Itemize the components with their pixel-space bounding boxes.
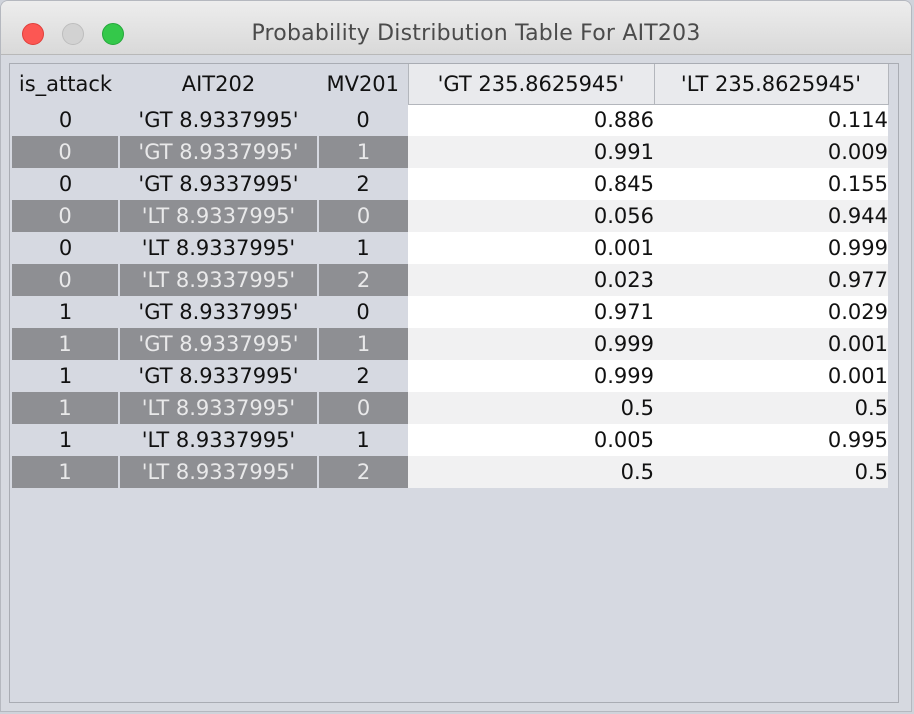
column-header-lt-value[interactable]: 'LT 235.8625945'	[653, 64, 889, 105]
table-row[interactable]: 0 'GT 8.9337995' 2 0.845 0.155	[12, 168, 888, 200]
cell-ait202: 'LT 8.9337995'	[119, 456, 319, 488]
cell-prob-gt[interactable]: 0.005	[408, 424, 654, 456]
zoom-window-button[interactable]	[102, 23, 124, 45]
cell-ait202: 'LT 8.9337995'	[119, 232, 318, 264]
table-row[interactable]: 0 'LT 8.9337995' 1 0.001 0.999	[12, 232, 888, 264]
cell-prob-lt[interactable]: 0.5	[654, 456, 888, 488]
cell-is-attack: 0	[12, 200, 120, 232]
cell-mv201: 0	[318, 392, 408, 424]
cell-mv201: 2	[318, 360, 408, 392]
table-row[interactable]: 1 'GT 8.9337995' 1 0.999 0.001	[12, 328, 888, 360]
cell-prob-lt[interactable]: 0.5	[654, 392, 888, 424]
cell-is-attack: 1	[12, 296, 119, 328]
table-row[interactable]: 0 'GT 8.9337995' 0 0.886 0.114	[12, 104, 888, 136]
cell-prob-lt[interactable]: 0.999	[654, 232, 888, 264]
cell-prob-lt[interactable]: 0.029	[654, 296, 888, 328]
cell-prob-lt[interactable]: 0.977	[654, 264, 888, 296]
cell-prob-gt[interactable]: 0.001	[408, 232, 654, 264]
cell-mv201: 1	[318, 424, 408, 456]
cell-prob-gt[interactable]: 0.999	[408, 328, 654, 360]
cell-mv201: 2	[318, 264, 408, 296]
table-header-row: is_attack AIT202 MV201 'GT 235.8625945' …	[12, 64, 889, 105]
cell-mv201: 0	[318, 200, 408, 232]
cell-mv201: 2	[318, 168, 408, 200]
cell-prob-gt[interactable]: 0.886	[408, 104, 654, 136]
table-row[interactable]: 0 'LT 8.9337995' 2 0.023 0.977	[12, 264, 888, 296]
cell-mv201: 0	[318, 296, 408, 328]
cell-is-attack: 0	[12, 264, 120, 296]
cell-is-attack: 1	[12, 360, 119, 392]
cell-prob-lt[interactable]: 0.995	[654, 424, 888, 456]
table-row[interactable]: 1 'LT 8.9337995' 1 0.005 0.995	[12, 424, 888, 456]
cell-prob-lt[interactable]: 0.009	[654, 136, 888, 168]
cell-is-attack: 1	[12, 392, 120, 424]
table-panel: is_attack AIT202 MV201 'GT 235.8625945' …	[9, 63, 899, 703]
cell-prob-gt[interactable]: 0.999	[408, 360, 654, 392]
cell-prob-gt[interactable]: 0.023	[408, 264, 654, 296]
window-title: Probability Distribution Table For AIT20…	[251, 21, 701, 46]
column-header-mv201: MV201	[318, 64, 408, 104]
cell-mv201: 1	[318, 136, 408, 168]
table-row[interactable]: 1 'LT 8.9337995' 0 0.5 0.5	[12, 392, 888, 424]
column-header-is-attack: is_attack	[12, 64, 119, 104]
cell-prob-gt[interactable]: 0.845	[408, 168, 654, 200]
cell-prob-gt[interactable]: 0.056	[408, 200, 654, 232]
title-bar[interactable]: Probability Distribution Table For AIT20…	[1, 1, 911, 55]
cell-prob-gt[interactable]: 0.971	[408, 296, 654, 328]
cell-prob-gt[interactable]: 0.5	[408, 392, 654, 424]
column-header-gt-value[interactable]: 'GT 235.8625945'	[407, 64, 655, 105]
cell-prob-gt[interactable]: 0.5	[408, 456, 654, 488]
cell-ait202: 'GT 8.9337995'	[119, 104, 318, 136]
cell-mv201: 2	[318, 456, 408, 488]
table-body: 0 'GT 8.9337995' 0 0.886 0.114 0 'GT 8.9337995…	[12, 104, 888, 488]
cell-ait202: 'LT 8.9337995'	[119, 200, 319, 232]
cell-mv201: 1	[318, 328, 408, 360]
cell-is-attack: 1	[12, 424, 119, 456]
cell-ait202: 'LT 8.9337995'	[119, 264, 319, 296]
column-header-ait202: AIT202	[119, 64, 318, 104]
cell-ait202: 'GT 8.9337995'	[119, 296, 318, 328]
cell-ait202: 'LT 8.9337995'	[119, 424, 318, 456]
cell-prob-lt[interactable]: 0.001	[654, 328, 888, 360]
cell-prob-lt[interactable]: 0.114	[654, 104, 888, 136]
cell-mv201: 1	[318, 232, 408, 264]
table-row[interactable]: 1 'LT 8.9337995' 2 0.5 0.5	[12, 456, 888, 488]
cell-is-attack: 1	[12, 456, 120, 488]
cell-ait202: 'GT 8.9337995'	[119, 136, 319, 168]
table-row[interactable]: 1 'GT 8.9337995' 0 0.971 0.029	[12, 296, 888, 328]
cell-ait202: 'GT 8.9337995'	[119, 360, 318, 392]
cell-ait202: 'GT 8.9337995'	[119, 168, 318, 200]
cell-is-attack: 1	[12, 328, 120, 360]
cell-prob-lt[interactable]: 0.944	[654, 200, 888, 232]
cell-ait202: 'GT 8.9337995'	[119, 328, 319, 360]
cell-prob-lt[interactable]: 0.155	[654, 168, 888, 200]
cell-is-attack: 0	[12, 104, 119, 136]
cell-is-attack: 0	[12, 232, 119, 264]
cell-ait202: 'LT 8.9337995'	[119, 392, 319, 424]
table-row[interactable]: 0 'GT 8.9337995' 1 0.991 0.009	[12, 136, 888, 168]
cell-mv201: 0	[318, 104, 408, 136]
table-row[interactable]: 1 'GT 8.9337995' 2 0.999 0.001	[12, 360, 888, 392]
cell-prob-gt[interactable]: 0.991	[408, 136, 654, 168]
cell-prob-lt[interactable]: 0.001	[654, 360, 888, 392]
minimize-window-button[interactable]	[62, 23, 84, 45]
probability-table: is_attack AIT202 MV201 'GT 235.8625945' …	[12, 64, 889, 488]
close-window-button[interactable]	[22, 23, 44, 45]
cell-is-attack: 0	[12, 168, 119, 200]
table-row[interactable]: 0 'LT 8.9337995' 0 0.056 0.944	[12, 200, 888, 232]
cell-is-attack: 0	[12, 136, 120, 168]
